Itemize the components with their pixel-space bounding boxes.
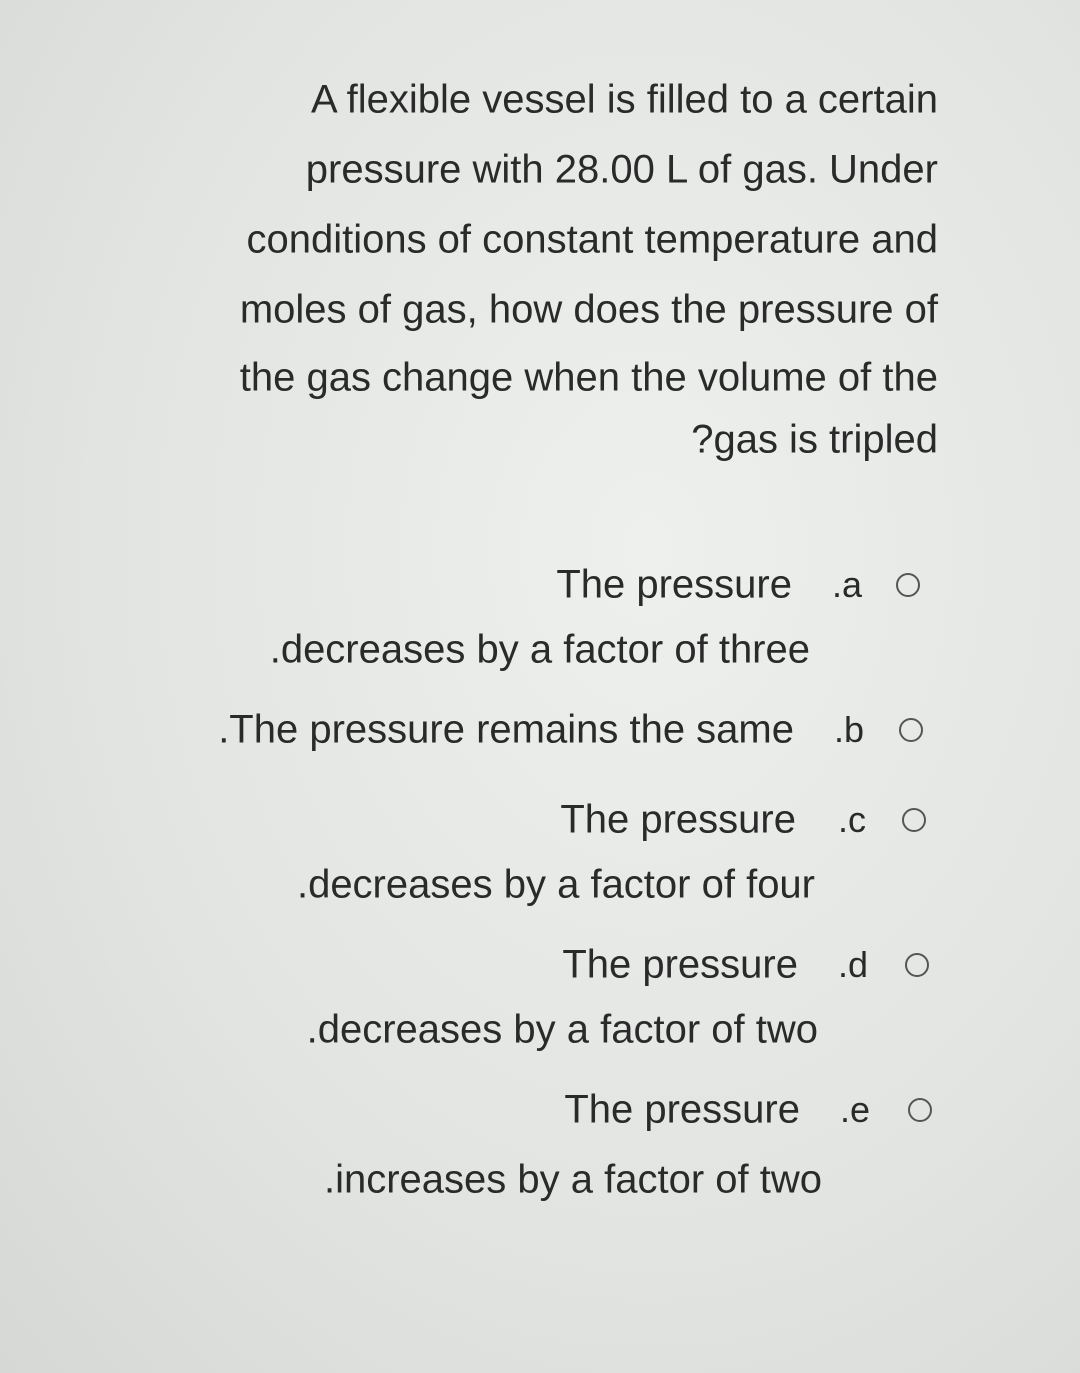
question-line: A flexible vessel is filled to a certain (311, 77, 938, 122)
option-text: .The pressure remains the same (218, 707, 794, 752)
option-text: .increases by a factor of two (323, 1157, 822, 1202)
question-line: pressure with 28.00 L of gas. Under (305, 147, 938, 192)
option-text: .decreases by a factor of four (296, 862, 815, 907)
option-text: .decreases by a factor of two (306, 1007, 818, 1052)
radio-button[interactable] (908, 1098, 932, 1122)
radio-button[interactable] (896, 573, 920, 597)
option-letter: .b (833, 709, 864, 750)
question-line: conditions of constant temperature and (246, 217, 938, 262)
radio-button[interactable] (902, 808, 926, 832)
option-text: The pressure (562, 942, 798, 987)
radio-button[interactable] (899, 718, 923, 742)
option-letter: .d (837, 944, 868, 985)
option-text: The pressure (564, 1087, 800, 1132)
question-line: the gas change when the volume of the (239, 355, 938, 400)
option-text: The pressure (560, 797, 796, 842)
option-text: .decreases by a factor of three (269, 627, 810, 672)
question-line: ?gas is tripled (691, 417, 938, 462)
option-letter: .a (831, 564, 862, 605)
option-text: The pressure (556, 562, 792, 607)
option-letter: .e (839, 1089, 870, 1130)
radio-button[interactable] (905, 953, 929, 977)
option-letter: .c (837, 799, 866, 840)
question-line: moles of gas, how does the pressure of (239, 287, 938, 332)
